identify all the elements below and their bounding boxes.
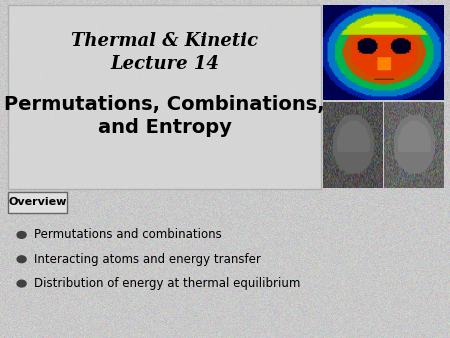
Text: Permutations and combinations: Permutations and combinations	[34, 228, 221, 241]
Text: Thermal & Kinetic
Lecture 14: Thermal & Kinetic Lecture 14	[71, 32, 258, 73]
Text: Interacting atoms and energy transfer: Interacting atoms and energy transfer	[34, 253, 261, 266]
FancyBboxPatch shape	[8, 5, 321, 189]
Text: Overview: Overview	[8, 197, 67, 207]
Text: Permutations, Combinations,
and Entropy: Permutations, Combinations, and Entropy	[4, 95, 325, 137]
Circle shape	[17, 232, 26, 238]
FancyBboxPatch shape	[8, 192, 67, 213]
Text: Distribution of energy at thermal equilibrium: Distribution of energy at thermal equili…	[34, 277, 300, 290]
Circle shape	[17, 280, 26, 287]
Circle shape	[17, 256, 26, 263]
